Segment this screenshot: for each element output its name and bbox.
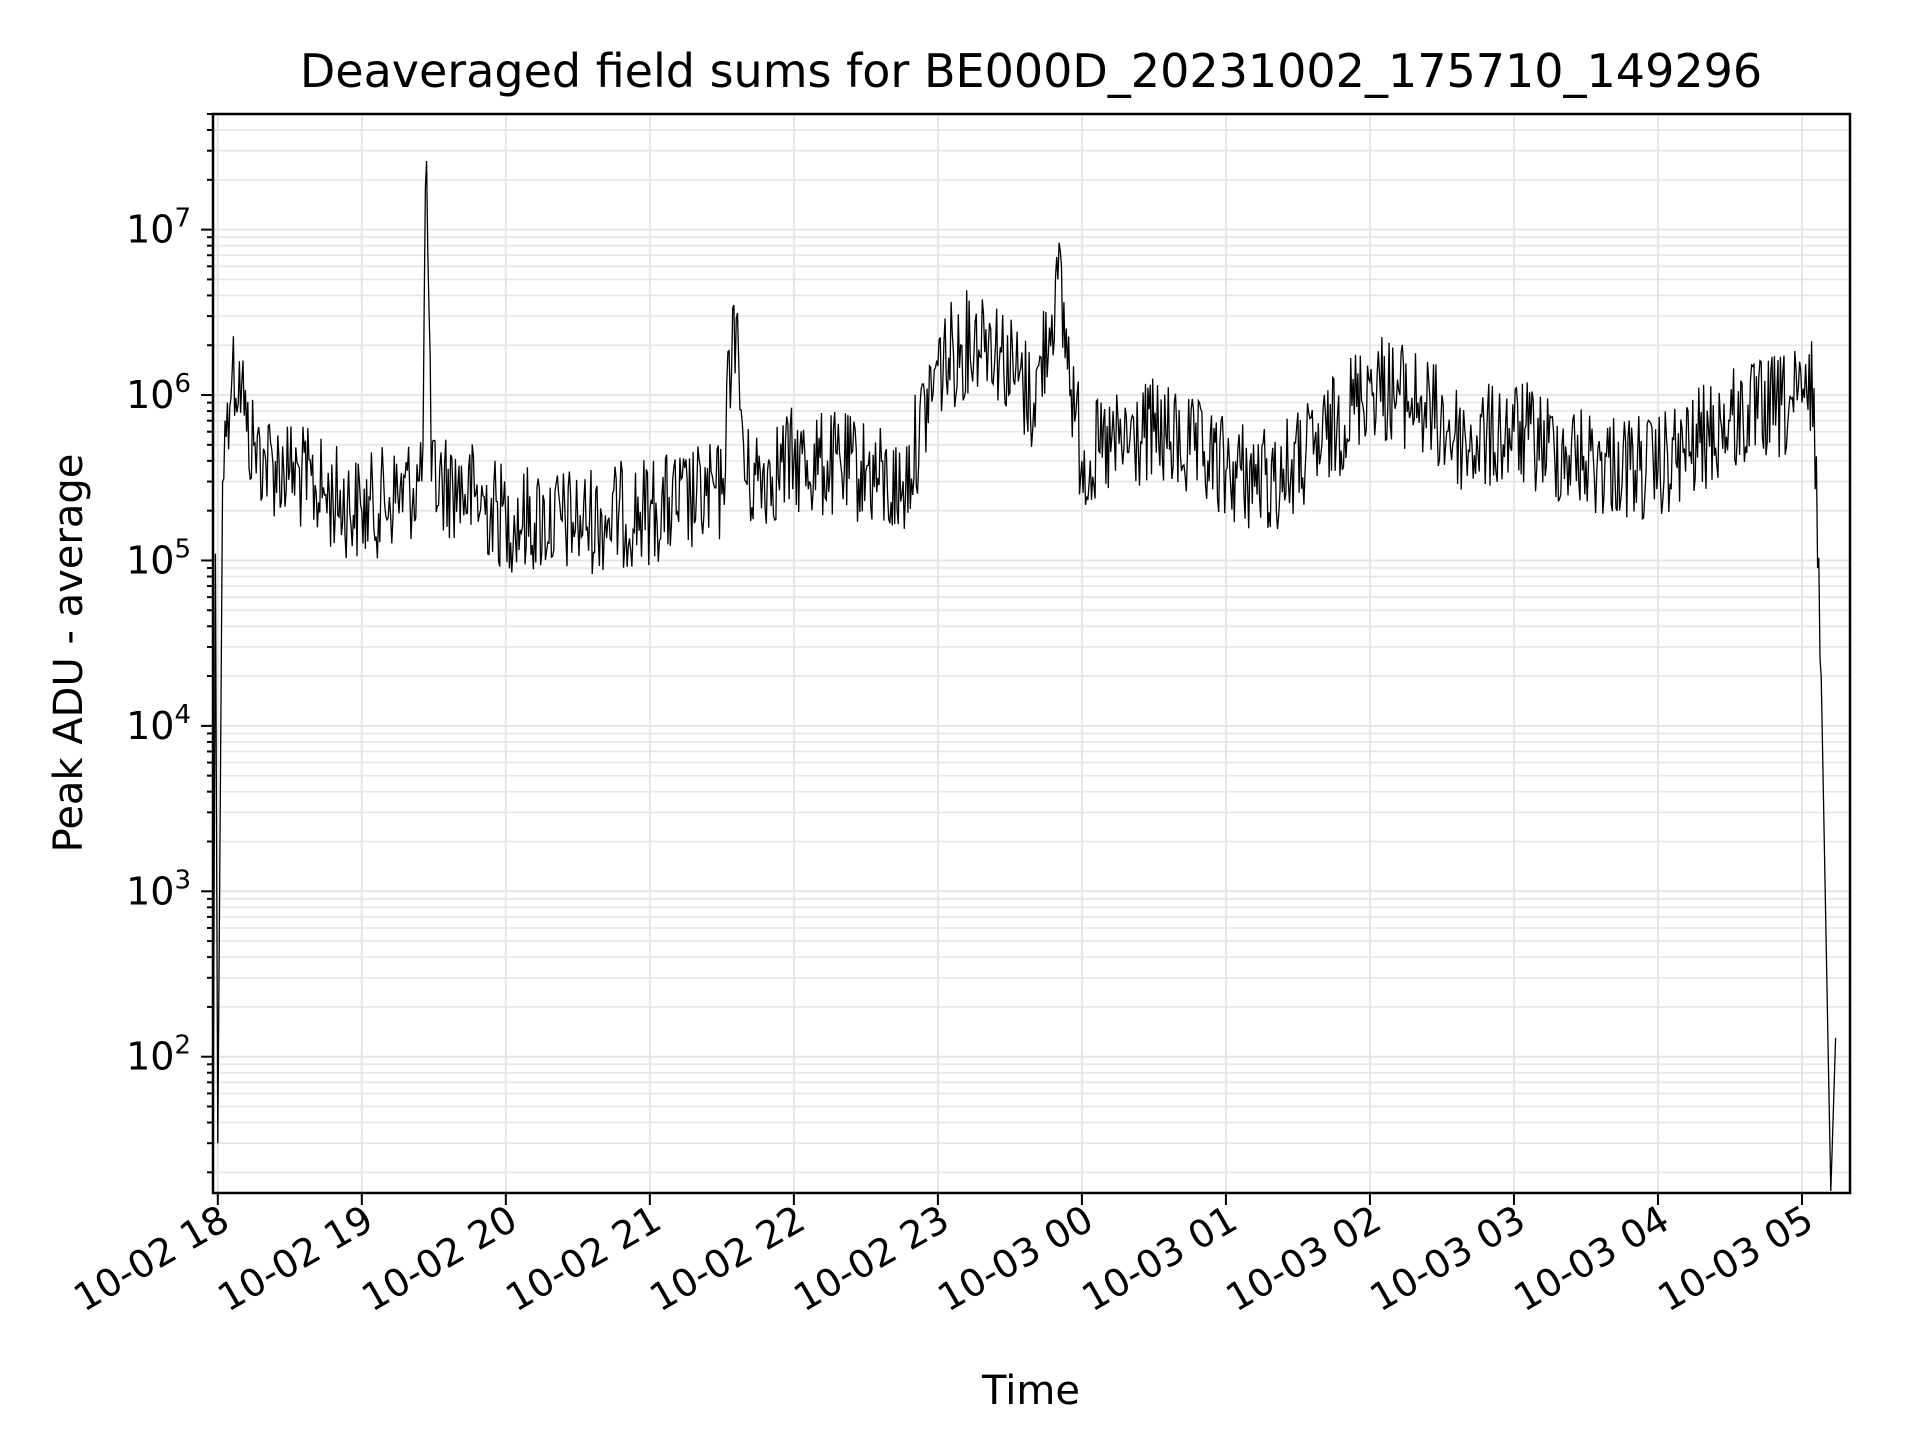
y-tick-label: 106 — [126, 369, 191, 417]
y-tick-base: 10 — [126, 373, 174, 417]
y-tick-label: 107 — [126, 204, 191, 252]
y-tick-exponent: 3 — [174, 865, 191, 895]
x-tick-label: 10-03 03 — [1362, 1197, 1532, 1321]
y-axis-label: Peak ADU - average — [46, 454, 92, 853]
x-tick-label: 10-03 00 — [930, 1197, 1100, 1321]
series-line — [212, 160, 1837, 1194]
y-tick-label: 103 — [126, 865, 191, 913]
x-tick-label: 10-02 21 — [498, 1197, 668, 1321]
x-tick-label: 10-03 01 — [1074, 1197, 1244, 1321]
chart-title: Deaveraged field sums for BE000D_2023100… — [300, 44, 1762, 98]
x-tick-label: 10-02 23 — [786, 1197, 956, 1321]
line-layer — [212, 160, 1837, 1194]
x-tick-label: 10-02 22 — [642, 1197, 812, 1321]
y-tick-base: 10 — [126, 1035, 174, 1079]
y-tick-exponent: 7 — [174, 204, 191, 234]
x-tick-label: 10-03 02 — [1218, 1197, 1388, 1321]
x-axis-label: Time — [981, 1368, 1080, 1414]
y-tick-base: 10 — [126, 704, 174, 748]
x-tick-label: 10-02 18 — [66, 1197, 236, 1321]
y-tick-exponent: 2 — [174, 1031, 191, 1061]
y-tick-base: 10 — [126, 208, 174, 252]
y-tick-label: 102 — [126, 1031, 191, 1079]
grid-layer — [213, 113, 1850, 1193]
x-tick-label: 10-03 04 — [1507, 1197, 1677, 1321]
x-tick-label: 10-02 19 — [210, 1197, 380, 1321]
x-tick-label: 10-02 20 — [354, 1197, 524, 1321]
y-tick-exponent: 4 — [174, 700, 191, 730]
y-tick-base: 10 — [126, 869, 174, 913]
x-tick-label: 10-03 05 — [1651, 1197, 1821, 1321]
y-tick-label: 105 — [126, 534, 191, 582]
y-tick-base: 10 — [126, 538, 174, 582]
plot-frame — [211, 112, 1852, 1195]
y-tick-label: 104 — [126, 700, 191, 748]
y-tick-exponent: 5 — [174, 534, 191, 564]
y-tick-exponent: 6 — [174, 369, 191, 399]
